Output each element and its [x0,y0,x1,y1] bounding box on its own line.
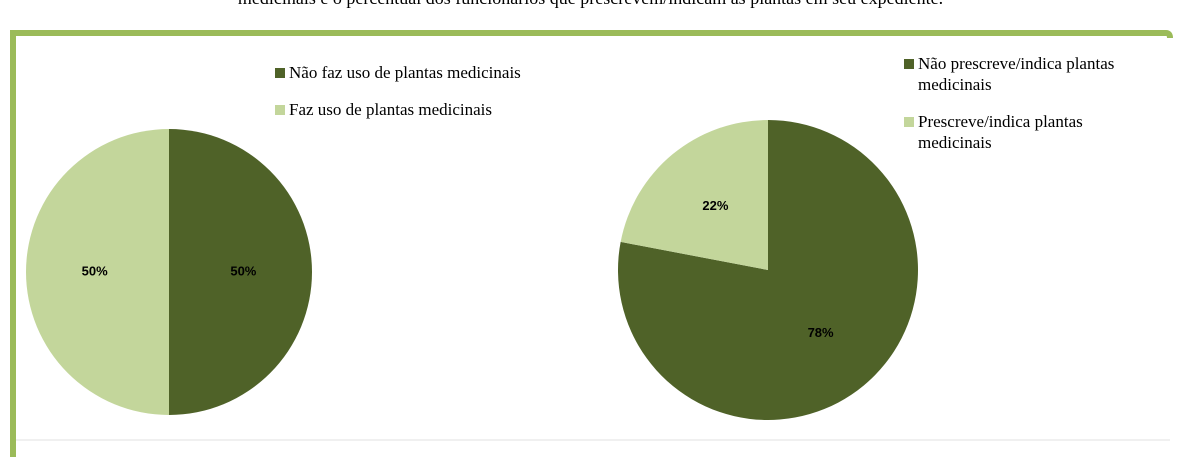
legend: Não faz uso de plantas medicinais Faz uso… [275,62,635,136]
legend-item: Não prescreve/indica plantas medicinais [904,53,1129,95]
frame [10,30,1173,457]
pie-slice [169,129,312,415]
legend-item: Prescreve/indica plantas medicinais [904,111,1129,153]
pie-slice [26,129,169,415]
legend-item: Faz uso de plantas medicinais [275,99,635,120]
pie-slice [620,120,768,270]
legend-swatch [275,68,285,78]
legend-label: Não prescreve/indica plantas medicinais [918,54,1115,94]
legend: Não prescreve/indica plantas medicinais P… [904,53,1129,169]
data-label: 22% [702,198,728,213]
legend-label: Faz uso de plantas medicinais [289,100,493,119]
caption: medicinais e o percentual dos funcionári… [0,0,1181,9]
legend-swatch [904,117,914,127]
data-label: 50% [230,263,256,278]
data-label: 78% [808,325,834,340]
legend-item: Não faz uso de plantas medicinais [275,62,635,83]
legend-swatch [904,59,914,69]
legend-label: Prescreve/indica plantas medicinais [918,112,1083,152]
data-label: 50% [82,263,108,278]
legend-swatch [275,105,285,115]
legend-label: Não faz uso de plantas medicinais [289,63,521,82]
